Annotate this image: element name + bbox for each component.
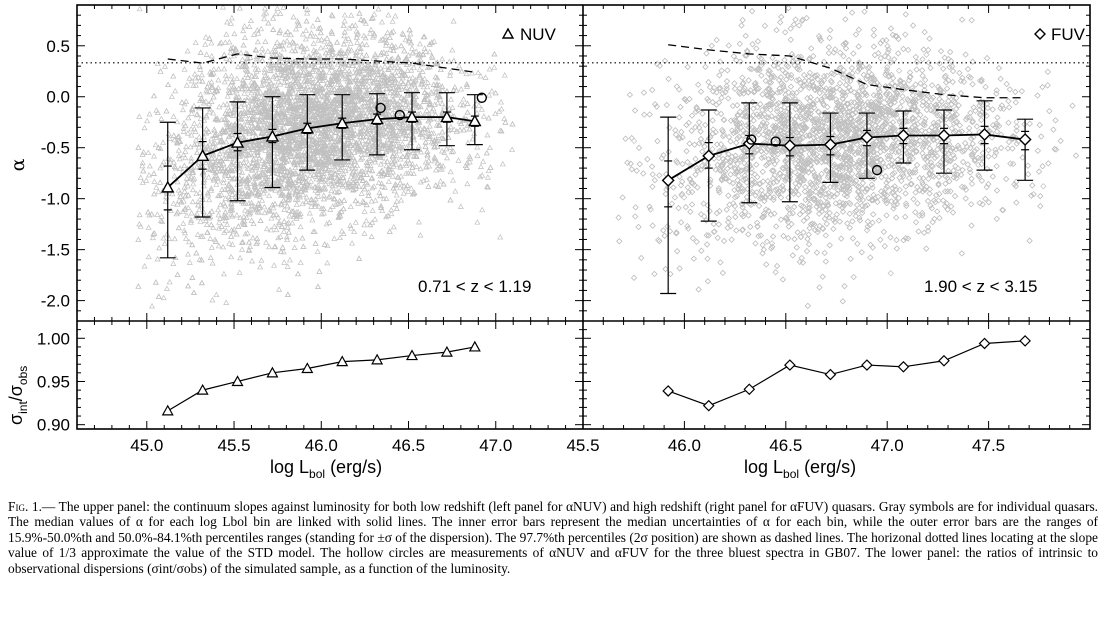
percentile-97-7-line (668, 44, 1026, 99)
xlabel-sub: bol (309, 467, 325, 481)
median-point (1018, 133, 1032, 147)
median-point (937, 128, 951, 142)
y-tick-label: 0.0 (46, 88, 70, 107)
caption-text: The upper panel: the continuum slopes ag… (8, 499, 1098, 576)
y-axis-label-sigma-ratio: σint/σobs (6, 366, 30, 425)
sigma-ratio-point (784, 359, 796, 371)
median-point (265, 129, 280, 142)
sigma-ratio-point (336, 355, 349, 367)
median-point (783, 139, 797, 153)
plot-layer (77, 27, 1090, 416)
sigma-ratio-point (897, 360, 910, 373)
legend-fuv-label: FUV (1051, 25, 1086, 44)
median-point (896, 128, 910, 142)
sigma-ratio-point (301, 362, 314, 374)
y-tick-label: -1.5 (41, 241, 70, 260)
scatter-cloud-nuv (135, 4, 516, 309)
x-tick-label: 45.5 (217, 436, 250, 455)
median-point (978, 127, 992, 141)
sigma-ratio-line (667, 340, 1026, 407)
sigma-ratio-line (167, 346, 475, 412)
ylabel-slash-sigma: /σ (6, 385, 26, 401)
legend-nuv-label: NUV (520, 25, 557, 44)
median-point (195, 148, 210, 161)
sigma-ratio-point (743, 383, 756, 396)
x-axis-label-left: log Lbol (erg/s) (270, 457, 382, 481)
median-point (405, 110, 419, 123)
sigma-ratio-point (978, 337, 991, 350)
xlabel-main: log L (270, 457, 309, 477)
median-point (300, 121, 315, 134)
y-tick-label: -0.5 (41, 139, 70, 158)
sigma-ratio-point (405, 349, 419, 361)
scatter-cloud-fuv (615, 5, 1080, 309)
gb07-measurement-circle (770, 136, 781, 147)
gb07-measurement-circle (394, 109, 405, 121)
y-tick-label: 1.00 (37, 329, 70, 348)
x-axis-label-right: log Lbol (erg/s) (744, 457, 856, 481)
legend-marker-diamond (1034, 28, 1046, 40)
xlabel-main-right: log L (744, 457, 783, 477)
x-tick-label: 46.0 (668, 436, 701, 455)
gb07-measurement-circle (746, 134, 757, 145)
sigma-ratio-point (938, 354, 950, 367)
redshift-annotation-left: 0.71 < z < 1.19 (418, 277, 531, 296)
sigma-ratio-point (1019, 335, 1031, 347)
x-tick-label: 46.0 (305, 436, 338, 455)
x-tick-label: 46.5 (769, 436, 802, 455)
x-tick-label: 47.0 (871, 436, 904, 455)
sigma-ratio-point (468, 340, 481, 352)
median-point (468, 114, 482, 127)
median-line (667, 133, 1026, 182)
redshift-annotation-right: 1.90 < z < 3.15 (924, 277, 1037, 296)
figure-caption: Fig. 1.— The upper panel: the continuum … (8, 499, 1098, 576)
median-point (161, 180, 175, 193)
sigma-ratio-point (440, 345, 453, 357)
x-tick-label: 47.0 (479, 436, 512, 455)
gb07-measurement-circle (871, 164, 883, 176)
median-line (167, 116, 475, 189)
median-point (335, 116, 349, 129)
ylabel-sigma: σ (6, 414, 26, 425)
xlabel-sub-right: bol (783, 467, 799, 481)
y-tick-label: 0.95 (37, 372, 70, 391)
xlabel-unit-right: (erg/s) (799, 457, 856, 477)
y-axis-label-alpha: α (7, 158, 29, 171)
gb07-measurement-circle (476, 92, 487, 103)
sigma-ratio-point (861, 359, 873, 371)
sigma-ratio-point (371, 353, 384, 365)
y-tick-label: 0.90 (37, 416, 70, 435)
x-tick-label: 47.5 (972, 436, 1005, 455)
median-point (823, 138, 837, 152)
sigma-ratio-point (824, 368, 837, 381)
median-point (370, 112, 384, 125)
median-point (702, 149, 716, 163)
y-tick-label: -2.0 (41, 292, 70, 311)
gb07-measurement-circle (375, 102, 386, 114)
ylabel-sub-obs: obs (16, 366, 30, 385)
xlabel-unit: (erg/s) (325, 457, 382, 477)
ylabel-sub-int: int (16, 401, 30, 414)
legend-marker-triangle (501, 27, 515, 39)
x-tick-label: 45.0 (130, 436, 163, 455)
sigma-ratio-point (196, 383, 209, 395)
sigma-ratio-point (266, 366, 279, 378)
figure-canvas: 0.5 0.0 -0.5 -1.0 -1.5 -2.0 1.00 0.95 0.90 45.0 45… (6, 4, 1091, 481)
median-point (230, 135, 245, 148)
caption-fig-label: Fig. 1.— (8, 499, 56, 514)
sigma-ratio-point (231, 375, 244, 387)
axis-ticks: 0.5 0.0 -0.5 -1.0 -1.5 -2.0 1.00 0.95 0.90 45.0 45… (37, 4, 1091, 455)
y-tick-label: 0.5 (46, 37, 70, 56)
sigma-ratio-point (662, 385, 675, 397)
x-tick-label: 46.5 (392, 436, 425, 455)
percentile-97-7-line (167, 53, 475, 73)
sigma-ratio-point (161, 404, 174, 416)
median-point (860, 131, 874, 145)
median-point (661, 173, 675, 187)
x-tick-label-shared: 45.5 (566, 436, 599, 455)
median-point (440, 110, 454, 123)
sigma-ratio-point (702, 399, 715, 412)
y-tick-label: -1.0 (41, 190, 70, 209)
